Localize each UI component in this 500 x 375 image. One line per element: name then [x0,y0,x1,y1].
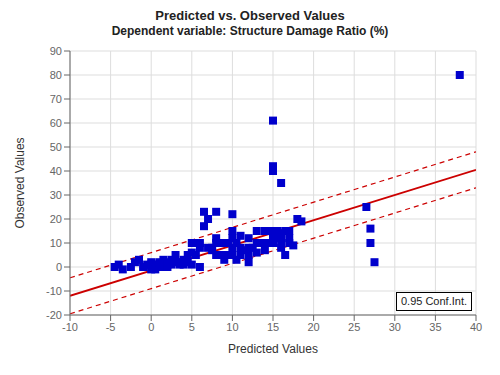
svg-text:30: 30 [50,189,62,201]
svg-text:-10: -10 [62,321,78,333]
svg-text:40: 40 [470,321,482,333]
svg-text:-20: -20 [46,309,62,321]
svg-text:50: 50 [50,141,62,153]
html-text:0.95 Conf.Int.: 0.95 Conf.Int. [401,295,467,307]
svg-text:25: 25 [348,321,360,333]
svg-text:80: 80 [50,69,62,81]
svg-text:90: 90 [50,45,62,57]
svg-text:10: 10 [50,237,62,249]
svg-text:Observed Values: Observed Values [13,137,27,228]
svg-text:0: 0 [148,321,154,333]
svg-text:10: 10 [226,321,238,333]
svg-text:-5: -5 [106,321,116,333]
svg-text:15: 15 [267,321,279,333]
html-text:Dependent variable: Structure: Dependent variable: Structure Damage Rat… [111,24,389,38]
svg-text:35: 35 [429,321,441,333]
svg-text:30: 30 [389,321,401,333]
svg-text:40: 40 [50,165,62,177]
html-text:Predicted vs. Observed Values: Predicted vs. Observed Values [155,8,345,23]
svg-text:5: 5 [189,321,195,333]
svg-text:-10: -10 [46,285,62,297]
svg-text:20: 20 [307,321,319,333]
svg-text:20: 20 [50,213,62,225]
svg-text:60: 60 [50,117,62,129]
svg-text:Predicted Values: Predicted Values [228,342,318,356]
svg-text:0: 0 [56,261,62,273]
svg-text:70: 70 [50,93,62,105]
